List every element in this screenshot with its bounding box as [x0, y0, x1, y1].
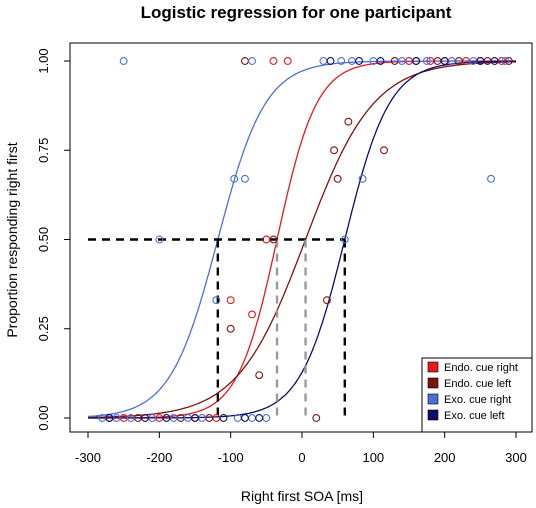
data-point: [312, 414, 321, 422]
data-point: [340, 235, 349, 244]
data-point: [376, 57, 385, 65]
data-point: [326, 57, 335, 65]
data-point: [422, 57, 431, 65]
legend-label: Endo. cue left: [444, 378, 511, 390]
data-point: [358, 174, 367, 183]
logistic-curve: [88, 60, 516, 419]
x-tick-label: 0: [298, 450, 305, 465]
data-point: [240, 57, 249, 65]
data-point: [255, 414, 264, 422]
data-point: [440, 57, 449, 65]
data-point: [212, 414, 221, 422]
logistic-curve: [87, 60, 516, 418]
y-tick-label: 1.00: [36, 48, 51, 73]
y-tick-label: 0.25: [36, 316, 51, 341]
data-point: [240, 174, 249, 183]
plot-area: -300 -200 -100 0 100 200 300 0.00 0.25 0.50 0.75 1.…: [36, 42, 533, 465]
data-point: [344, 117, 353, 126]
data-point: [269, 57, 278, 65]
legend-swatch: [427, 377, 439, 389]
x-tick-label: 200: [434, 450, 456, 465]
data-point: [219, 414, 228, 422]
legend-swatch: [427, 409, 439, 421]
legend-label: Endo. cue right: [444, 362, 518, 374]
y-axis-label: Proportion responding right first: [4, 142, 20, 337]
data-point: [319, 57, 328, 65]
data-point: [337, 57, 346, 65]
data-point: [323, 296, 331, 305]
legend-box: [421, 357, 533, 433]
x-tick-label: 300: [505, 450, 527, 465]
x-tick-label: -300: [75, 450, 101, 465]
data-point: [226, 296, 235, 305]
data-point: [240, 414, 249, 422]
data-point: [397, 57, 406, 65]
data-point: [155, 235, 164, 244]
data-point: [248, 414, 257, 422]
data-point: [504, 57, 513, 65]
data-point: [380, 146, 388, 155]
legend-label: Exo. cue right: [444, 394, 511, 406]
data-point: [191, 414, 199, 422]
x-tick-label: 100: [362, 450, 384, 465]
y-tick-label: 0.50: [36, 227, 51, 252]
x-axis-label: Right first SOA [ms]: [241, 488, 363, 504]
y-tick-label: 0.75: [36, 138, 51, 163]
legend-swatch: [427, 361, 439, 373]
data-point: [162, 414, 171, 422]
legend-label: Exo. cue left: [444, 410, 505, 422]
data-point: [283, 57, 292, 65]
data-point: [230, 174, 239, 183]
data-point: [412, 57, 421, 65]
data-point: [212, 296, 221, 305]
logistic-curve: [88, 61, 517, 419]
data-point: [355, 57, 364, 65]
data-point: [248, 57, 257, 65]
data-point: [501, 57, 510, 65]
data-point: [205, 414, 214, 422]
data-point: [226, 324, 235, 333]
data-point: [126, 414, 135, 422]
x-tick-label: -200: [146, 450, 172, 465]
x-tick-label: -100: [218, 450, 244, 465]
data-point: [487, 174, 495, 183]
data-point: [269, 235, 278, 244]
data-point: [255, 371, 264, 380]
data-point: [119, 57, 128, 65]
data-point: [248, 310, 257, 319]
data-point: [141, 414, 150, 422]
data-point: [105, 414, 114, 422]
data-point: [330, 146, 339, 155]
data-point: [476, 57, 485, 65]
data-point: [262, 414, 271, 422]
legend-swatch: [427, 393, 439, 405]
chart-title: Logistic regression for one participant: [141, 3, 452, 22]
y-tick-label: 0.00: [36, 405, 51, 430]
data-point: [333, 174, 342, 183]
data-point: [347, 57, 356, 65]
data-point: [490, 57, 499, 65]
